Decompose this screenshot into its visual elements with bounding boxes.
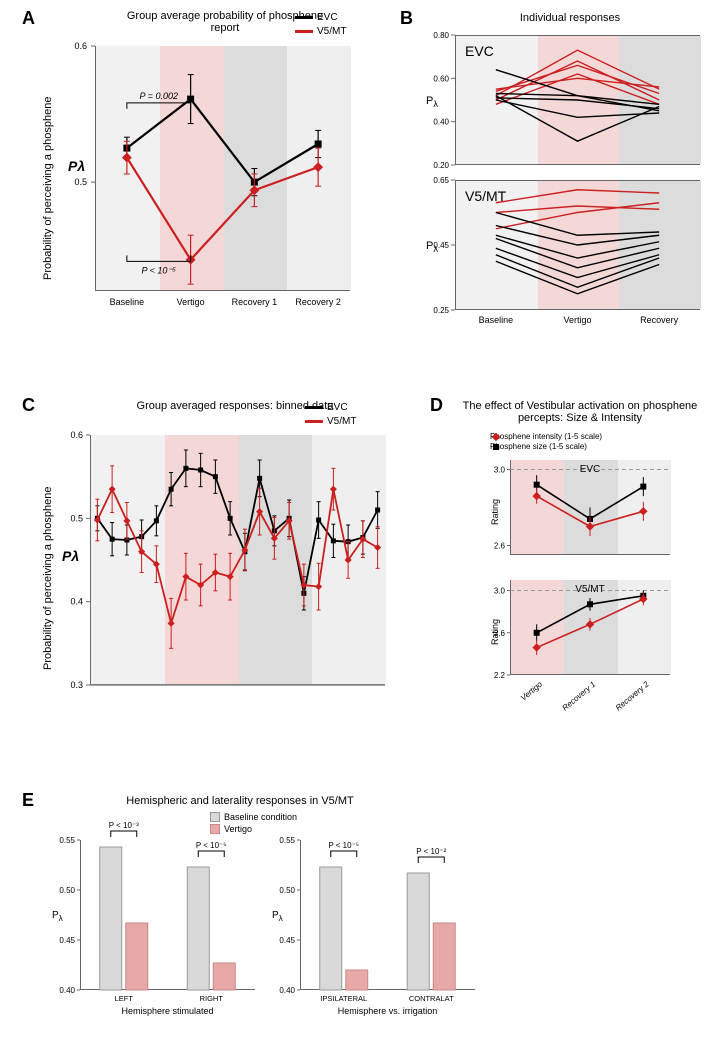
svg-text:Recovery 1: Recovery 1: [232, 297, 278, 307]
svg-text:0.60: 0.60: [433, 74, 449, 83]
svg-text:Recovery 1: Recovery 1: [560, 680, 597, 713]
panel-e-left-svg: 0.400.450.500.55P < 10⁻³LEFTP < 10⁻⁵RIGH…: [80, 840, 255, 990]
svg-text:Recovery: Recovery: [640, 315, 679, 325]
panel-d-label: D: [430, 395, 443, 416]
panel-d-v5-rating: Rating: [490, 619, 500, 645]
svg-text:0.3: 0.3: [70, 680, 83, 690]
panel-b-v5-ysym: Pλ: [426, 240, 438, 254]
svg-text:0.25: 0.25: [433, 306, 449, 315]
svg-text:2.6: 2.6: [494, 542, 506, 551]
svg-text:0.80: 0.80: [433, 31, 449, 40]
legend-v5-a: V5/MT: [295, 26, 346, 37]
figure-root: A Probability of perceiving a phosphene …: [0, 0, 728, 1050]
svg-text:0.50: 0.50: [279, 886, 295, 895]
svg-text:3.0: 3.0: [494, 466, 506, 475]
panel-a-label: A: [22, 8, 35, 29]
panel-e-title: Hemispheric and laterality responses in …: [100, 795, 380, 807]
panel-b-evc-name: EVC: [465, 43, 494, 59]
svg-text:0.6: 0.6: [74, 41, 87, 51]
svg-text:Baseline: Baseline: [479, 315, 514, 325]
svg-text:0.55: 0.55: [279, 836, 295, 845]
svg-text:Baseline: Baseline: [110, 297, 145, 307]
svg-text:0.4: 0.4: [70, 597, 83, 607]
svg-text:CONTRALAT: CONTRALAT: [409, 994, 454, 1003]
panel-c-ylabel: Probability of perceiving a phosphene: [42, 487, 54, 670]
panel-b-title: Individual responses: [470, 12, 670, 24]
panel-b-label: B: [400, 8, 413, 29]
svg-text:P = 0.002: P = 0.002: [140, 91, 178, 101]
svg-text:RIGHT: RIGHT: [200, 994, 224, 1003]
legend-baseline-e: Baseline condition: [210, 812, 297, 822]
panel-e-right-svg: 0.400.450.500.55P < 10⁻⁵IPSILATERALP < 1…: [300, 840, 475, 990]
svg-text:P < 10⁻³: P < 10⁻³: [109, 821, 139, 830]
svg-text:0.40: 0.40: [59, 986, 75, 995]
svg-text:0.55: 0.55: [59, 836, 75, 845]
legend-vertigo-e: Vertigo: [210, 824, 252, 834]
panel-c-ysymbol: Pλ: [62, 548, 79, 564]
panel-d-evc-svg: 2.63.0EVC: [510, 460, 670, 555]
panel-e-label: E: [22, 790, 34, 811]
svg-text:Hemisphere vs. irrigation: Hemisphere vs. irrigation: [338, 1006, 438, 1016]
svg-text:P < 10⁻²: P < 10⁻²: [416, 847, 446, 856]
panel-e-left-ysym: Pλ: [52, 910, 63, 923]
panel-c-label: C: [22, 395, 35, 416]
svg-text:2.2: 2.2: [494, 671, 506, 680]
legend-evc-a: EVC: [295, 12, 338, 23]
svg-text:3.0: 3.0: [494, 587, 506, 596]
panel-b-v5-name: V5/MT: [465, 188, 506, 204]
svg-text:0.5: 0.5: [74, 177, 87, 187]
svg-text:Vertigo: Vertigo: [519, 679, 544, 702]
legend-intensity-d: Phosphene intensity (1-5 scale): [490, 432, 602, 441]
svg-text:Vertigo: Vertigo: [177, 297, 205, 307]
svg-text:0.50: 0.50: [59, 886, 75, 895]
legend-v5-c: V5/MT: [305, 416, 356, 427]
svg-text:0.45: 0.45: [279, 936, 295, 945]
svg-text:P < 10⁻⁵: P < 10⁻⁵: [142, 265, 177, 275]
svg-text:0.40: 0.40: [433, 118, 449, 127]
svg-text:P < 10⁻⁵: P < 10⁻⁵: [328, 841, 359, 850]
svg-text:0.5: 0.5: [70, 513, 83, 523]
svg-text:EVC: EVC: [580, 464, 601, 475]
svg-text:Vertigo: Vertigo: [563, 315, 591, 325]
legend-evc-c: EVC: [305, 402, 348, 413]
panel-a-ylabel: Probability of perceiving a phosphene: [42, 97, 54, 280]
svg-text:0.40: 0.40: [279, 986, 295, 995]
svg-text:0.45: 0.45: [59, 936, 75, 945]
svg-text:IPSILATERAL: IPSILATERAL: [320, 994, 367, 1003]
svg-text:P < 10⁻⁵: P < 10⁻⁵: [196, 841, 227, 850]
panel-b-evc-ysym: Pλ: [426, 95, 438, 109]
panel-d-title: The effect of Vestibular activation on p…: [455, 400, 705, 424]
panel-a-svg: 0.50.6BaselineVertigoRecovery 1Recovery …: [95, 46, 350, 291]
svg-text:Recovery 2: Recovery 2: [295, 297, 341, 307]
panel-d-v5-svg: 2.22.63.0V5/MTVertigoRecovery 1Recovery …: [510, 580, 670, 675]
svg-text:LEFT: LEFT: [115, 994, 134, 1003]
panel-d-evc-rating: Rating: [490, 499, 500, 525]
svg-text:0.20: 0.20: [433, 161, 449, 170]
svg-text:0.6: 0.6: [70, 430, 83, 440]
svg-text:0.65: 0.65: [433, 176, 449, 185]
svg-text:Recovery 2: Recovery 2: [614, 679, 651, 712]
svg-text:V5/MT: V5/MT: [575, 584, 604, 595]
panel-c-svg: 0.30.40.50.6: [90, 435, 385, 685]
panel-a-ysymbol: Pλ: [68, 158, 85, 174]
legend-size-d: Phosphene size (1-5 scale): [490, 442, 587, 451]
svg-text:Hemisphere stimulated: Hemisphere stimulated: [121, 1006, 213, 1016]
panel-e-right-ysym: Pλ: [272, 910, 283, 923]
